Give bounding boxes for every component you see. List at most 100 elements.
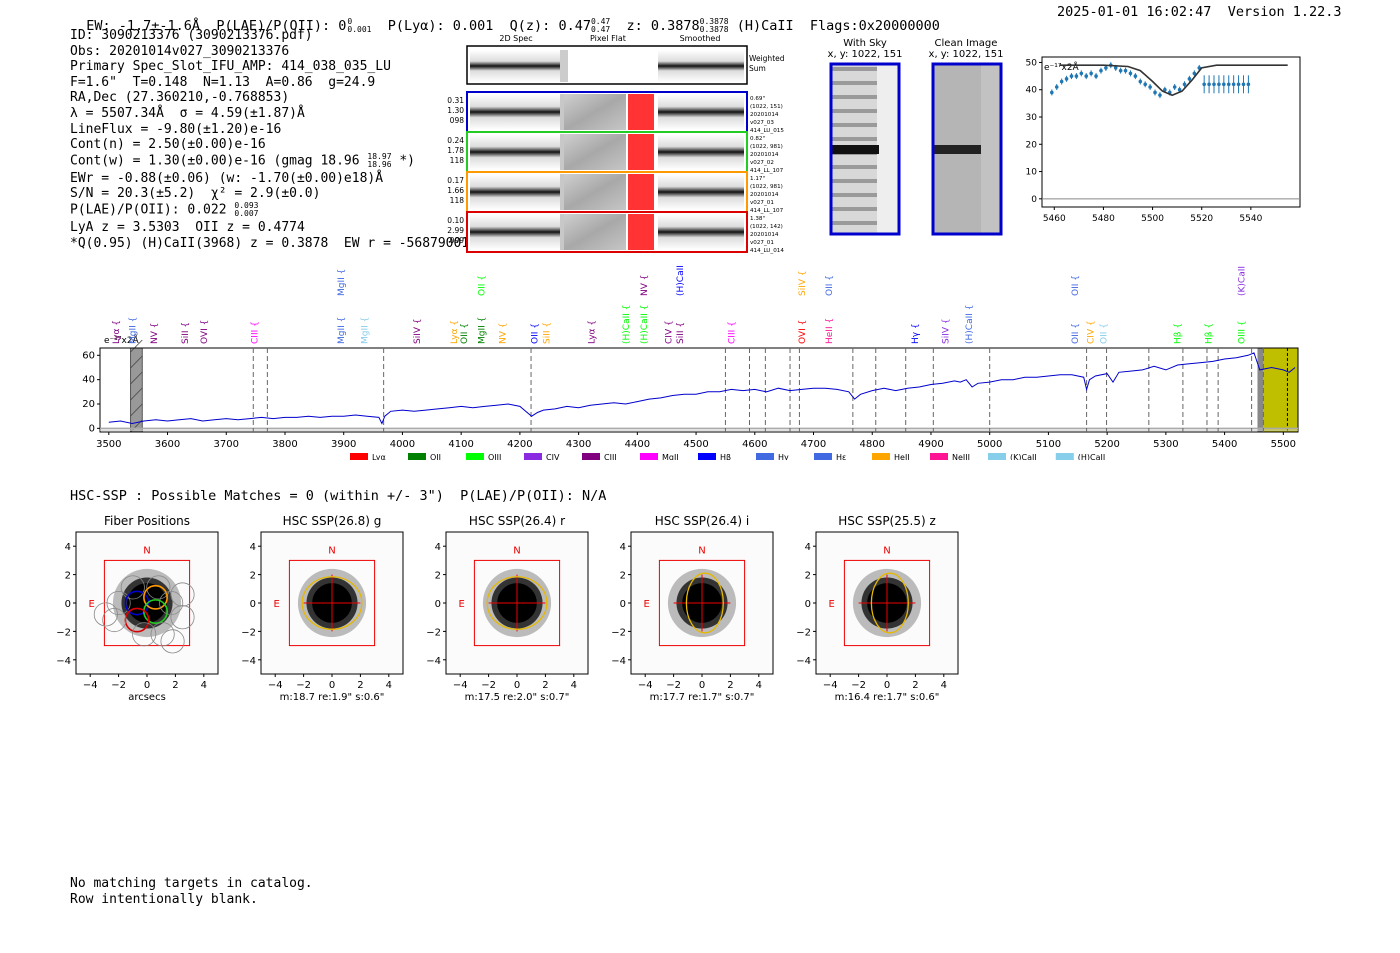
spectrum-line-label: OII {	[460, 323, 470, 344]
spectrum-line-label: Lyα {	[112, 320, 122, 344]
footer-line-2: Row intentionally blank.	[70, 891, 258, 907]
zoom-point	[1148, 85, 1152, 89]
cutout-2dspec	[470, 214, 560, 250]
cutout-2dspec	[470, 174, 560, 210]
spectrum-xtick-label: 5100	[1036, 439, 1061, 450]
cutout-left-label: 1.30	[447, 106, 464, 115]
header-z-lo: 0.3878	[699, 25, 729, 34]
spectrum-xtick-label: 4700	[801, 439, 826, 450]
spectrum-hatch	[130, 371, 143, 385]
zoom-point	[1123, 68, 1128, 73]
spectrum-line-label: SiII {	[676, 322, 686, 344]
spectrum-line-label: Hβ {	[1174, 323, 1184, 344]
zoom-ytick-label: 50	[1026, 58, 1038, 68]
cutout-header-smoothed: Smoothed	[680, 34, 721, 43]
zoom-point	[1187, 77, 1192, 81]
cutout-left-label: 0.17	[447, 176, 464, 185]
info-lineflux: LineFlux = -9.80(±1.20)e-16	[70, 121, 282, 137]
info-sn: S/N = 20.3(±5.2) χ² = 2.9(±0.0)	[70, 186, 321, 202]
spectrum-line-label: OVI {	[798, 320, 808, 344]
zoom-ytick-label: 0	[1031, 195, 1037, 205]
hsc-east-label: E	[458, 599, 464, 610]
info-contw-end: *)	[391, 153, 415, 169]
cutout-row-frame	[466, 211, 748, 253]
hsc-xtick-label: 0	[144, 680, 150, 691]
cutout-right-label: 20201014	[750, 232, 779, 238]
spectrum-line-label-upper: OII {	[478, 275, 488, 296]
with-sky-image	[829, 62, 901, 236]
spectrum-line-label: (H)CaII {	[622, 305, 632, 345]
zoom-point	[1207, 82, 1211, 87]
hsc-panel: HSC SSP(26.4) r N E 4 2 0 −2 −4 −4 −2 0 2 4 m:17.5 re…	[410, 510, 595, 710]
hsc-panel: HSC SSP(26.4) i N E 4 2 0 −2 −4 −4 −2 0 2 4 m:17.7 re…	[595, 510, 780, 710]
zoom-point	[1084, 74, 1089, 78]
hsc-search-box	[288, 559, 376, 647]
info-lambda: λ = 5507.34Å σ = 4.59(±1.87)Å	[70, 105, 305, 121]
hsc-xtick-label: 4	[941, 680, 947, 691]
cutout-left-label: 098	[450, 116, 465, 125]
hsc-north-label: N	[883, 545, 890, 556]
spectrum-line-label-upper: OII {	[825, 275, 835, 296]
hsc-panel-title: Fiber Positions	[104, 514, 190, 528]
spectrum-ytick-label: 20	[82, 399, 95, 410]
hsc-xtick-label: 2	[172, 680, 178, 691]
fiber-circle	[120, 575, 145, 600]
info-contw: Cont(w) = 1.30(±0.00)e-16 (gmag 18.96	[70, 153, 360, 169]
cutout-left-label: 0.24	[447, 136, 464, 145]
spectrum-line-label: OIII {	[1238, 320, 1248, 344]
cutout-smoothed	[658, 174, 744, 210]
hsc-east-label: E	[828, 599, 834, 610]
info-ewr: EWr = -0.88(±0.06) (w: -1.70(±0.00)e18)Å	[70, 170, 384, 186]
legend-swatch	[814, 453, 832, 460]
spectrum-line-label: NV {	[150, 323, 160, 344]
spectrum-hatch	[130, 387, 143, 401]
zoom-ytick-label: 40	[1026, 86, 1038, 96]
spectrum-xtick-label: 4800	[860, 439, 885, 450]
header-plae-hi: 0	[347, 17, 353, 26]
cutout-right-label: v027_02	[750, 160, 774, 166]
cutout-right-label: 20201014	[750, 112, 779, 118]
info-obs: Obs: 20201014v027_3090213376	[70, 43, 290, 59]
zoom-point	[1158, 93, 1162, 97]
weighted-sum-label: Weighted	[749, 54, 785, 63]
cutout-smoothed	[658, 94, 744, 130]
cutout-smoothed	[658, 134, 744, 170]
hsc-xtick-label: 2	[357, 680, 363, 691]
zoom-point	[1064, 77, 1069, 81]
cutout-left-label: 0.10	[447, 216, 464, 225]
hsc-ytick-label: 4	[805, 542, 811, 553]
legend-swatch	[408, 453, 426, 460]
hsc-ytick-label: −2	[241, 627, 256, 638]
spectrum-xtick-label: 3800	[272, 439, 297, 450]
spectrum-line-label-upper: MgII {	[337, 269, 347, 296]
hsc-east-label: E	[88, 599, 94, 610]
cutout-pixelflat	[564, 94, 626, 130]
zoom-point	[1133, 74, 1138, 78]
zoom-point	[1050, 90, 1054, 95]
hsc-panel-title: HSC SSP(25.5) z	[838, 514, 936, 528]
legend-label: CIV	[546, 453, 560, 460]
spectrum-masked-region-2	[1257, 348, 1264, 432]
zoom-point	[1094, 74, 1098, 78]
info-plae2: P(LAE)/P(OII): 0.022	[70, 202, 227, 218]
cutout-right-label: 414_LL_107	[750, 208, 784, 214]
zoom-annotation: e⁻¹⁷x2Å	[1044, 61, 1080, 73]
spectrum-line-label: SiII {	[181, 322, 191, 344]
hsc-panel-title: HSC SSP(26.4) i	[655, 514, 750, 528]
legend-label: OIII	[488, 453, 501, 460]
spectrum-line-label: MgII {	[478, 317, 488, 344]
legend-label: Lyα	[372, 453, 386, 460]
cutout-right-label: 1.38"	[750, 216, 765, 222]
spectrum-line-label: MgII {	[128, 317, 138, 344]
spectrum-line-label: HeII {	[825, 318, 835, 344]
hsc-xtick-label: −4	[638, 680, 653, 691]
zoom-xtick-label: 5500	[1141, 214, 1164, 224]
zoom-point	[1153, 90, 1157, 95]
zoom-ytick-label: 10	[1026, 168, 1038, 178]
hsc-ytick-label: 2	[250, 571, 256, 582]
cutout-pixelflat-bad	[628, 174, 654, 210]
legend-label: NeIII	[952, 453, 970, 460]
legend-swatch	[1055, 453, 1074, 460]
spectrum-xtick-label: 5000	[977, 439, 1002, 450]
spectrum-line-label-upper: SiIV {	[798, 270, 808, 296]
